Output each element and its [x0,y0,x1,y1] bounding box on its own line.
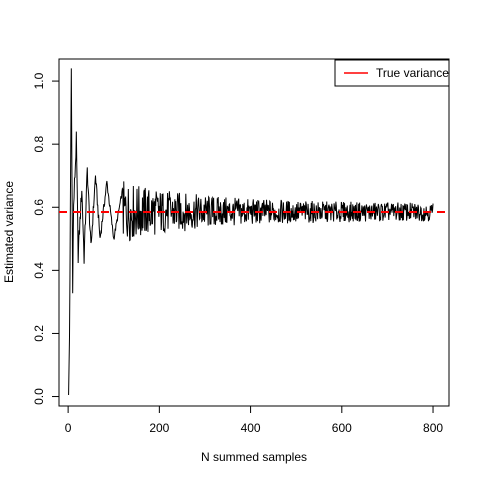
y-tick-label-0.8: 0.8 [32,136,46,153]
x-tick-label-200: 200 [149,421,169,435]
x-tick-label-800: 800 [423,421,443,435]
y-axis-label: Estimated variance [2,181,16,283]
y-tick-label-0.6: 0.6 [32,199,46,216]
legend: True variance [334,59,450,87]
x-tick-label-600: 600 [332,421,352,435]
x-tick-label-0: 0 [65,421,72,435]
plot-frame [58,58,450,407]
y-tick-label-0.0: 0.0 [32,388,46,405]
y-axis: 0.0 0.2 0.4 0.6 0.8 1.0 [32,72,59,405]
y-tick-label-0.4: 0.4 [32,262,46,279]
x-axis-label: N summed samples [201,450,307,464]
legend-label-true-variance: True variance [376,66,449,80]
series-layer [59,68,449,395]
y-tick-label-1.0: 1.0 [32,72,46,89]
y-tick-label-0.2: 0.2 [32,325,46,342]
x-axis: 0 200 400 600 800 [65,406,443,435]
estimated-variance-line [68,68,434,395]
x-tick-label-400: 400 [241,421,261,435]
